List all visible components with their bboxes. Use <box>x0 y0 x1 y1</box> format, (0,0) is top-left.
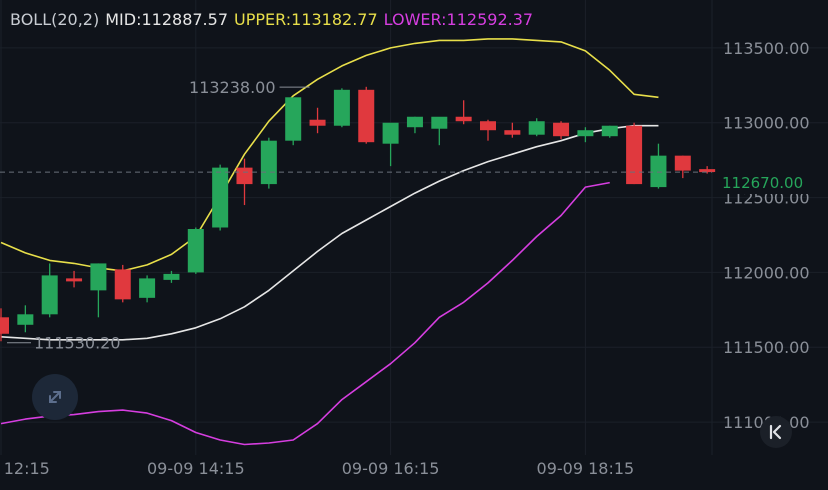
candles <box>0 86 716 342</box>
candle <box>528 118 545 137</box>
legend-indicator-name: BOLL(20,2) <box>10 10 100 29</box>
candle <box>699 166 716 174</box>
candle-body <box>333 89 350 126</box>
candle-body <box>431 116 448 129</box>
candle <box>406 116 423 134</box>
candle-body <box>139 278 156 298</box>
boll-bands <box>0 38 659 446</box>
candle-body <box>504 130 521 135</box>
candle-body <box>553 122 570 137</box>
high-price-label: 113238.00 <box>189 78 276 97</box>
band-line-lower <box>0 181 610 446</box>
candle-body <box>406 116 423 128</box>
scroll-to-start-button[interactable] <box>760 416 792 448</box>
candle-body <box>163 273 180 280</box>
legend-mid: MID:112887.57 <box>105 10 228 29</box>
candle <box>431 116 448 146</box>
candle-body <box>187 228 204 273</box>
current-price-label: 112670.00 <box>714 172 828 194</box>
candle-body <box>650 155 667 188</box>
candle-body <box>358 89 375 143</box>
candle <box>0 308 9 342</box>
candle <box>480 119 496 141</box>
low-price-label: 111530.20 <box>34 334 121 353</box>
candle <box>187 227 204 274</box>
candle <box>285 97 302 146</box>
x-tick-label: 09-09 12:15 <box>0 459 50 478</box>
x-tick-label: 09-09 14:15 <box>147 459 245 478</box>
candle-body <box>382 122 399 144</box>
candle-body <box>674 155 691 171</box>
x-tick-label: 09-09 16:15 <box>342 459 440 478</box>
candle <box>601 125 618 138</box>
band-line-mid <box>0 124 659 341</box>
candle-body <box>236 167 253 185</box>
y-tick-label: 113500.00 <box>723 39 810 58</box>
candle-body <box>480 121 496 131</box>
candle-body <box>114 269 131 300</box>
candle <box>333 88 350 128</box>
candle <box>17 305 34 333</box>
grid-lines <box>0 0 828 455</box>
candle <box>382 122 399 167</box>
candle-body <box>66 278 83 282</box>
boll-legend: BOLL(20,2) MID:112887.57 UPPER:113182.77 LO… <box>10 10 539 29</box>
expand-arrows-icon <box>49 391 61 403</box>
candle <box>163 270 180 283</box>
candle-body <box>212 167 229 228</box>
candle <box>650 143 667 189</box>
x-tick-label: 09-09 18:15 <box>537 459 635 478</box>
y-tick-label: 111500.00 <box>723 338 810 357</box>
candle <box>504 122 521 138</box>
candle <box>358 86 375 144</box>
candle <box>674 155 691 179</box>
y-tick-label: 113000.00 <box>723 114 810 133</box>
y-axis: 113500.00113000.00112500.00112000.001115… <box>723 39 810 432</box>
candle <box>41 263 58 318</box>
candle <box>577 127 594 143</box>
candle <box>139 275 156 303</box>
candle <box>626 122 643 185</box>
candle-body <box>528 121 545 135</box>
candle <box>553 121 570 140</box>
candle <box>236 158 253 206</box>
candle-body <box>626 125 643 185</box>
candle <box>455 100 472 125</box>
candle-body <box>577 130 594 137</box>
candle <box>66 270 83 288</box>
band-line-upper <box>0 38 659 272</box>
candle <box>309 107 326 134</box>
candle <box>212 164 229 231</box>
candle-body <box>0 317 9 334</box>
candle-body <box>90 263 107 291</box>
legend-upper: UPPER:113182.77 <box>234 10 378 29</box>
legend-lower: LOWER:112592.37 <box>383 10 534 29</box>
annotations: 113238.00 111530.20 <box>7 78 310 353</box>
back-to-latest-icon <box>769 424 782 440</box>
candle-body <box>41 275 58 315</box>
candle-body <box>285 97 302 141</box>
y-tick-label: 112000.00 <box>723 263 810 282</box>
expand-button[interactable] <box>32 374 78 420</box>
candle <box>114 264 131 303</box>
candle <box>260 137 277 189</box>
candle <box>90 263 107 318</box>
candle-body <box>17 314 34 325</box>
x-axis: 09-09 12:15 09-09 14:15 09-09 16:15 09-09 1… <box>0 459 634 478</box>
candle-body <box>260 140 277 185</box>
candle-body <box>601 125 618 137</box>
candle-body <box>455 116 472 122</box>
candle-body <box>699 169 716 173</box>
candle-body <box>309 119 326 126</box>
